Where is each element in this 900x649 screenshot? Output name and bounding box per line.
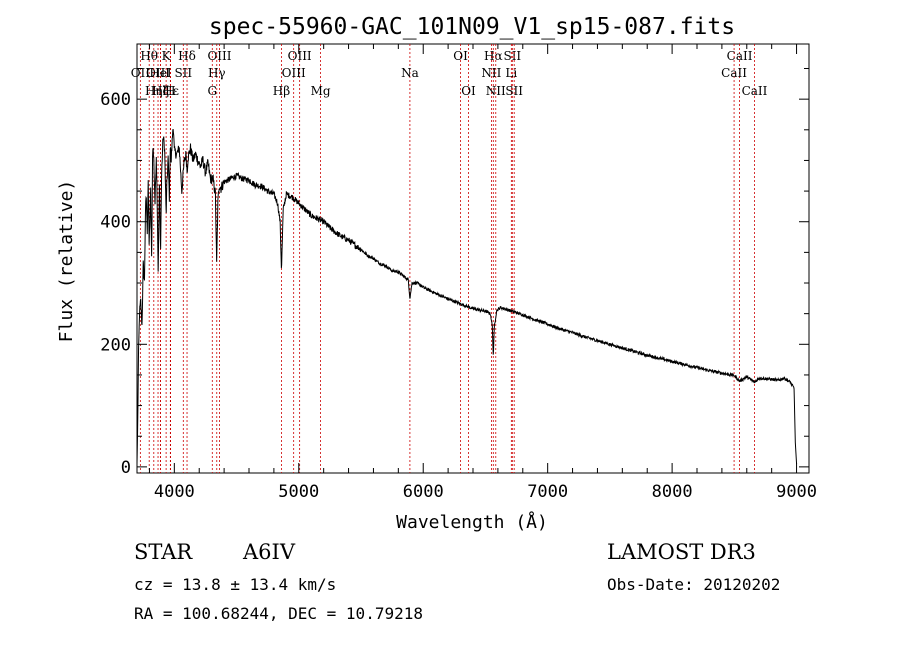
y-axis-label: Flux (relative)	[56, 180, 77, 343]
marker-label-24: SII	[503, 49, 521, 63]
survey-name: LAMOST DR3	[607, 540, 756, 564]
marker-label-21: Hα	[484, 49, 503, 63]
y-tick-label-0: 0	[121, 458, 131, 478]
x-tick-label-2: 6000	[403, 482, 444, 502]
chart-title: spec-55960-GAC_101N09_V1_sp15-087.fits	[209, 14, 735, 40]
marker-label-7: Hη	[145, 84, 163, 98]
marker-label-18: Na	[401, 66, 419, 80]
marker-label-17: Mg	[311, 84, 331, 98]
marker-label-13: G	[207, 84, 217, 98]
marker-label-22: NII	[481, 66, 501, 80]
marker-label-4: K	[162, 49, 172, 63]
marker-label-27: CaII	[727, 49, 753, 63]
marker-label-9: Hδ	[178, 49, 196, 63]
marker-label-15: OIII	[288, 49, 312, 63]
x-tick-label-1: 5000	[278, 482, 319, 502]
y-tick-label-1: 200	[100, 335, 131, 355]
redshift-cz: cz = 13.8 ± 13.4 km/s	[134, 575, 336, 594]
marker-label-20: OI	[461, 84, 476, 98]
plot-frame	[136, 43, 810, 474]
marker-label-0: Hθ	[140, 49, 158, 63]
x-tick-label-4: 8000	[652, 482, 693, 502]
marker-label-5: HeI	[149, 66, 172, 80]
marker-label-28: CaII	[721, 66, 747, 80]
marker-label-19: OI	[453, 49, 468, 63]
object-subclass: A6IV	[242, 540, 296, 564]
marker-label-2: OIII	[146, 66, 170, 80]
x-tick-label-3: 7000	[527, 482, 568, 502]
object-class: STAR	[134, 540, 193, 564]
y-tick-label-3: 600	[100, 90, 131, 110]
marker-label-16: OIII	[282, 66, 306, 80]
ra-dec: RA = 100.68244, DEC = 10.79218	[134, 604, 423, 623]
x-tick-label-5: 9000	[776, 482, 817, 502]
flux-series-line	[136, 128, 798, 464]
x-axis-label: Wavelength (Å)	[396, 511, 548, 533]
obs-date: Obs-Date: 20120202	[607, 575, 780, 594]
marker-label-26: SII	[505, 84, 523, 98]
marker-label-14: Hβ	[273, 84, 290, 98]
y-tick-label-2: 400	[100, 213, 131, 233]
marker-label-11: OIII	[207, 49, 231, 63]
marker-label-29: CaII	[742, 84, 768, 98]
axis-ticks: 4000 5000 6000 7000 8000 9000 0 200 400 600	[100, 44, 817, 502]
marker-label-12: Hγ	[208, 66, 226, 80]
marker-label-23: NII	[486, 84, 506, 98]
marker-label-6: Hε	[162, 84, 179, 98]
marker-label-25: Li	[505, 66, 517, 80]
marker-label-1: OII	[131, 66, 151, 80]
x-tick-label-0: 4000	[154, 482, 195, 502]
marker-label-10: SII	[174, 66, 192, 80]
marker-label-8: H	[165, 84, 175, 98]
marker-label-3: Hζ	[152, 84, 169, 98]
